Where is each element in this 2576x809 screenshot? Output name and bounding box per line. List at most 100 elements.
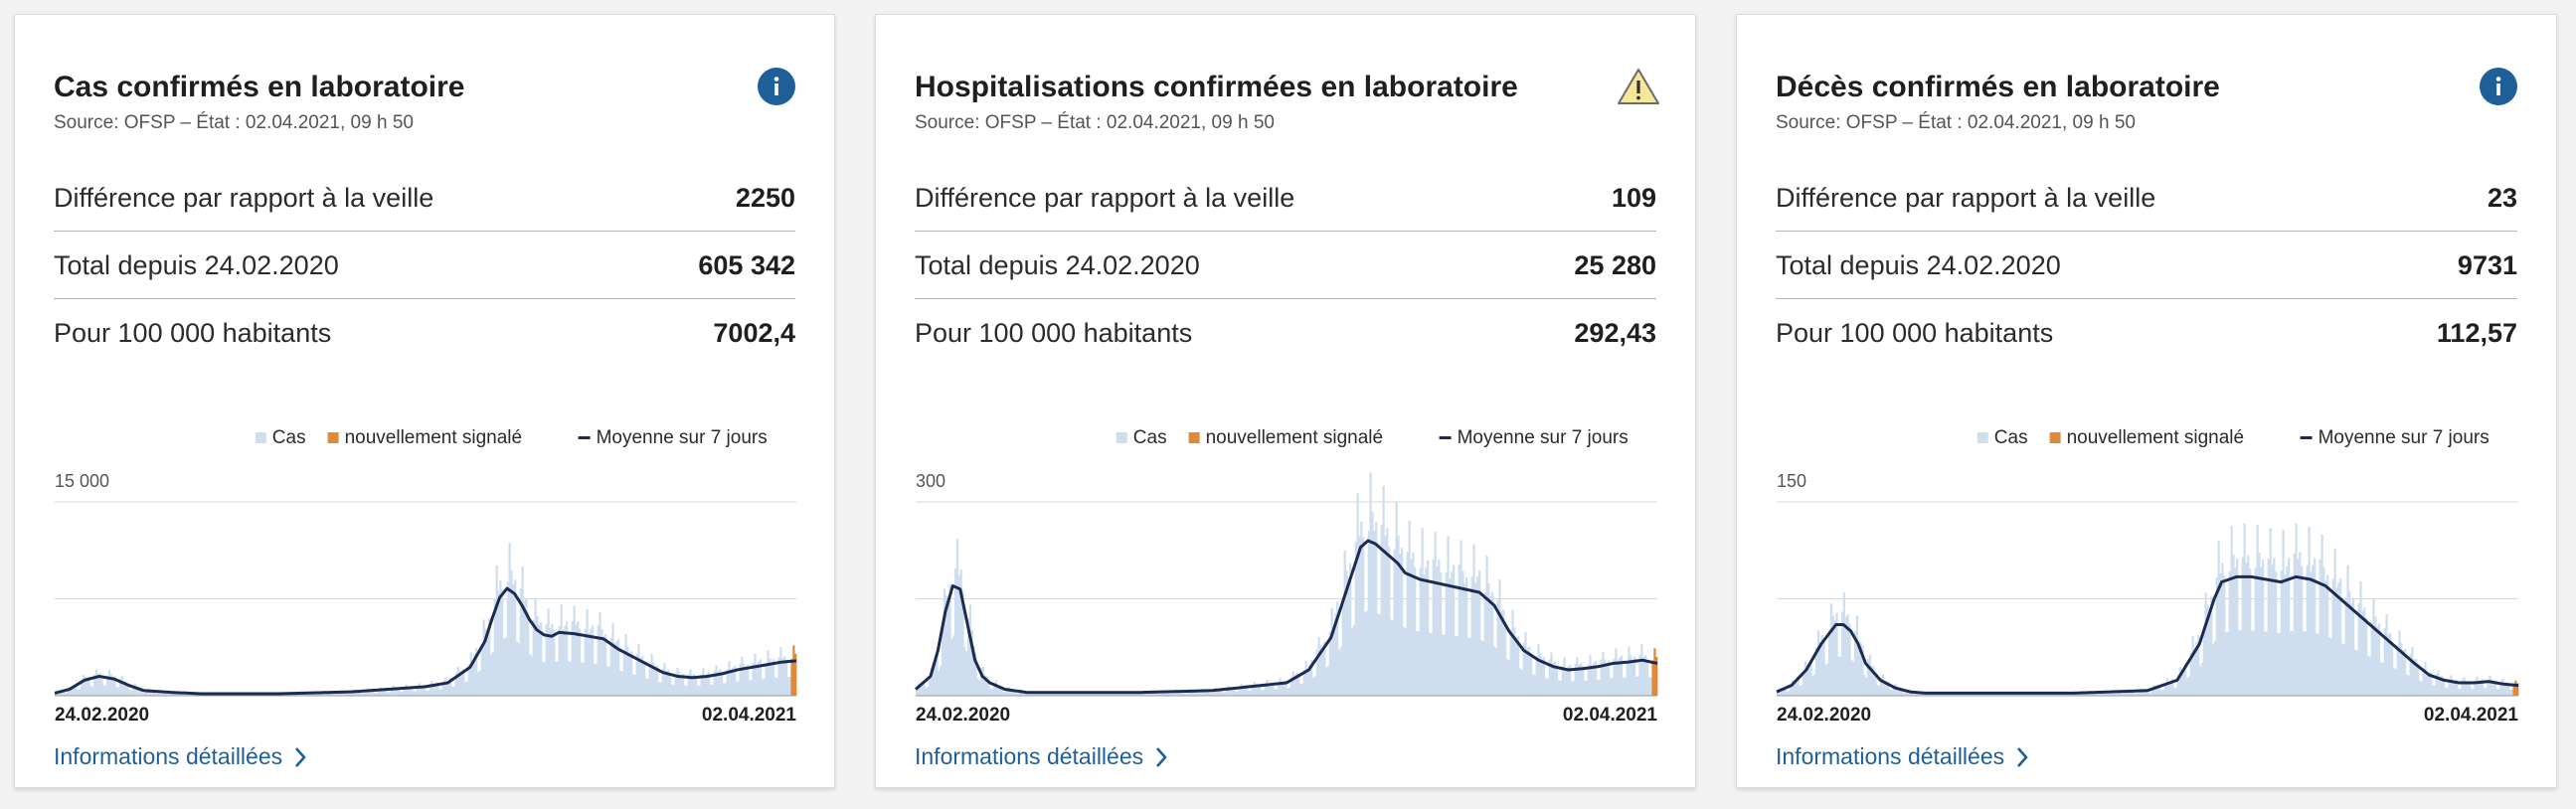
bar (383, 688, 386, 696)
bar (1214, 688, 1217, 696)
warning-icon[interactable] (1617, 67, 1659, 106)
bar (429, 684, 431, 696)
bar (1414, 566, 1417, 696)
bar (2236, 559, 2239, 696)
bar (2133, 690, 2136, 696)
bar (2363, 607, 2366, 696)
card-hospitalisations: Hospitalisations confirmées en laboratoi… (875, 14, 1696, 788)
bar (73, 685, 76, 696)
divider (915, 298, 1656, 299)
bar (1170, 693, 1173, 696)
details-link-label[interactable]: Informations détaillées (54, 743, 283, 769)
bar (628, 652, 631, 696)
bar (2103, 691, 2106, 696)
details-link[interactable]: Informations détaillées (915, 743, 1167, 770)
bar (449, 678, 452, 696)
bar (1285, 680, 1288, 696)
bar (439, 689, 443, 696)
details-link[interactable]: Informations détaillées (54, 743, 306, 770)
bar (691, 675, 694, 696)
bar (626, 646, 629, 696)
bar (510, 570, 513, 696)
bar (1275, 689, 1279, 696)
details-link-label[interactable]: Informations détaillées (915, 743, 1144, 769)
bar (2169, 680, 2172, 696)
bar (674, 674, 677, 696)
bar (2327, 637, 2331, 696)
bar (351, 691, 355, 696)
bar (2189, 652, 2192, 696)
bar (368, 689, 371, 696)
bar (2442, 678, 2446, 696)
kpi-value: 9731 (2457, 250, 2517, 280)
bar (124, 681, 127, 696)
kpi-total: Total depuis 24.02.2020 605 342 (54, 232, 795, 299)
bar (1362, 537, 1365, 696)
bar (2045, 694, 2049, 696)
info-icon[interactable] (2479, 67, 2518, 106)
bar (131, 685, 135, 696)
bar (700, 675, 703, 696)
bar (733, 665, 737, 696)
bar (1465, 576, 1468, 696)
bar (1436, 566, 1439, 696)
bar (1574, 664, 1577, 696)
bar (588, 632, 591, 696)
bar (1291, 671, 1294, 696)
bar (2441, 676, 2444, 696)
bar (1415, 630, 1419, 696)
bar (788, 676, 791, 696)
bar (2289, 631, 2293, 696)
bar (2260, 566, 2263, 696)
bar (1911, 691, 1914, 696)
bar (665, 671, 668, 696)
bar (1487, 582, 1490, 696)
bar (2211, 644, 2215, 696)
bar (1904, 693, 1907, 696)
bar (2394, 669, 2397, 696)
avg-line (915, 539, 1658, 695)
bar (64, 693, 67, 696)
bar (1835, 612, 1838, 696)
bar (508, 543, 511, 696)
bar (1857, 641, 1860, 696)
bar (284, 694, 288, 696)
bar (724, 683, 727, 696)
bar (2136, 693, 2140, 696)
bar (2187, 676, 2191, 696)
bar (1207, 690, 1210, 696)
bar (1108, 694, 1111, 696)
bar (1509, 629, 1512, 696)
bar (79, 689, 82, 696)
bar (685, 685, 688, 696)
info-icon[interactable] (757, 67, 796, 106)
card-source: Source: OFSP – État : 02.04.2021, 09 h 5… (1776, 112, 2136, 133)
bar (1138, 692, 1141, 696)
bar (452, 686, 456, 696)
bar (530, 655, 534, 696)
bar (297, 694, 301, 696)
bar (970, 629, 973, 696)
bar (2390, 640, 2394, 696)
bar (1533, 675, 1536, 696)
bar (2123, 693, 2127, 696)
details-link-label[interactable]: Informations détaillées (1776, 743, 2005, 769)
bar (597, 625, 600, 696)
bar (385, 689, 388, 696)
bar (1863, 675, 1866, 696)
bar (1498, 579, 1501, 696)
bar (1249, 690, 1253, 696)
bar (2174, 687, 2178, 696)
bar (411, 687, 414, 696)
bar (1866, 659, 1870, 696)
legend-label: Moyenne sur 7 jours (1458, 427, 1629, 448)
bar (283, 694, 286, 696)
bar (2249, 568, 2252, 696)
bar (100, 675, 103, 696)
bar (465, 681, 469, 696)
bar (2197, 634, 2200, 696)
bar (1454, 635, 1458, 696)
bar (115, 687, 118, 696)
details-link[interactable]: Informations détaillées (1776, 743, 2028, 770)
bar (1568, 665, 1572, 696)
